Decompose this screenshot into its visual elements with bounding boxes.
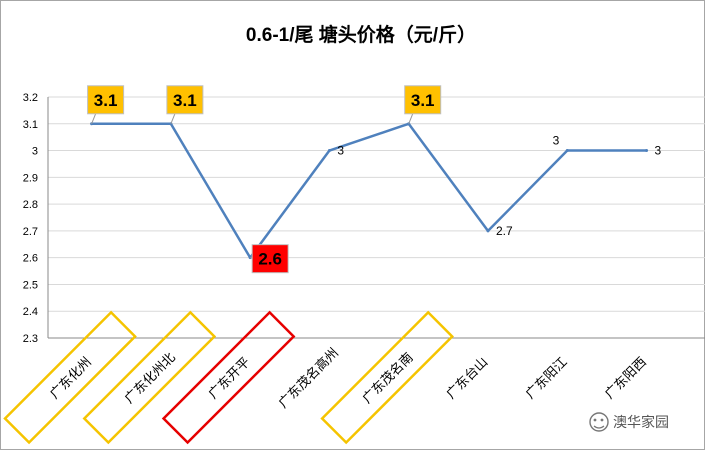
- data-label: 3.1: [94, 91, 118, 110]
- watermark-text: 澳华家园: [613, 414, 669, 430]
- data-point: [565, 149, 569, 153]
- watermark: 澳华家园: [589, 412, 669, 432]
- data-label: 3: [337, 144, 344, 158]
- callout-leader: [170, 113, 176, 124]
- y-tick-label: 3.2: [23, 92, 38, 104]
- x-category: 广东开平: [161, 310, 296, 445]
- callout-leader: [91, 113, 97, 124]
- x-category-label: 广东阳西: [602, 354, 649, 401]
- y-tick-label: 2.5: [23, 279, 38, 291]
- callout-leader: [408, 113, 414, 124]
- y-tick-label: 2.6: [23, 253, 38, 265]
- x-category: 广东茂名南: [320, 310, 454, 445]
- x-category: 广东阳江: [522, 354, 569, 401]
- data-label-callout: 3.1: [404, 85, 442, 124]
- callout-box: [251, 244, 289, 274]
- x-category-label: 广东化州: [47, 354, 94, 401]
- chart-title: 0.6-1/尾 塘头价格（元/斤）: [246, 23, 476, 46]
- y-tick-label: 3.1: [23, 119, 38, 131]
- x-category: 广东化州北: [82, 310, 217, 445]
- y-tick-label: 2.3: [23, 333, 38, 345]
- x-category-highlight-box: [82, 310, 217, 445]
- x-category-label: 广东台山: [443, 354, 490, 401]
- y-axis: 2.3 2.4 2.5 2.6 2.7 2.8 2.9 3 3.1 3.2: [23, 92, 705, 345]
- data-label-callout: 3.1: [87, 85, 125, 124]
- y-tick-label: 2.4: [23, 306, 38, 318]
- series-layer: [90, 122, 649, 260]
- data-label-callout: 3.1: [166, 85, 204, 124]
- x-category-highlight-box: [3, 310, 137, 445]
- x-category-highlight-box: [161, 310, 296, 445]
- y-tick-label: 2.7: [23, 226, 38, 238]
- wechat-icon: [589, 412, 609, 432]
- data-point: [327, 149, 331, 153]
- series-line: [91, 122, 647, 259]
- data-label: 3.1: [173, 91, 197, 110]
- grid-lines: [48, 96, 705, 339]
- data-label: 3.1: [411, 91, 435, 110]
- x-category-highlight-box: [320, 310, 454, 445]
- data-point: [486, 229, 490, 233]
- x-category-label: 广东开平: [205, 354, 252, 401]
- x-category-label: 广东茂名高州: [275, 345, 341, 411]
- x-category: 广东茂名高州: [275, 345, 341, 411]
- x-category: 广东台山: [443, 354, 490, 401]
- data-point: [645, 149, 649, 153]
- x-category: 广东阳西: [602, 354, 649, 401]
- x-axis: 广东化州 广东化州北 广东开平 广东茂名高州 广东茂名南 广东台山 广东阳江 广东阳西: [3, 310, 649, 445]
- data-label: 3: [553, 134, 560, 148]
- x-category: 广东化州: [3, 310, 137, 445]
- data-label: 2.7: [496, 224, 513, 238]
- data-label-callout: 2.6: [250, 244, 289, 274]
- callout-box: [87, 85, 125, 115]
- callout-box: [166, 85, 204, 115]
- x-category-label: 广东化州北: [121, 350, 178, 407]
- data-labels: 3.1 3.1 2.6 3 3.1 2.7 3 3: [87, 85, 662, 274]
- x-category-label: 广东茂名南: [359, 350, 416, 407]
- x-category-label: 广东阳江: [522, 354, 569, 401]
- data-label: 3: [655, 144, 662, 158]
- data-label: 2.6: [258, 250, 282, 269]
- y-tick-label: 3: [32, 146, 38, 158]
- y-tick-label: 2.9: [23, 172, 38, 184]
- y-tick-label: 2.8: [23, 199, 38, 211]
- callout-box: [404, 85, 442, 115]
